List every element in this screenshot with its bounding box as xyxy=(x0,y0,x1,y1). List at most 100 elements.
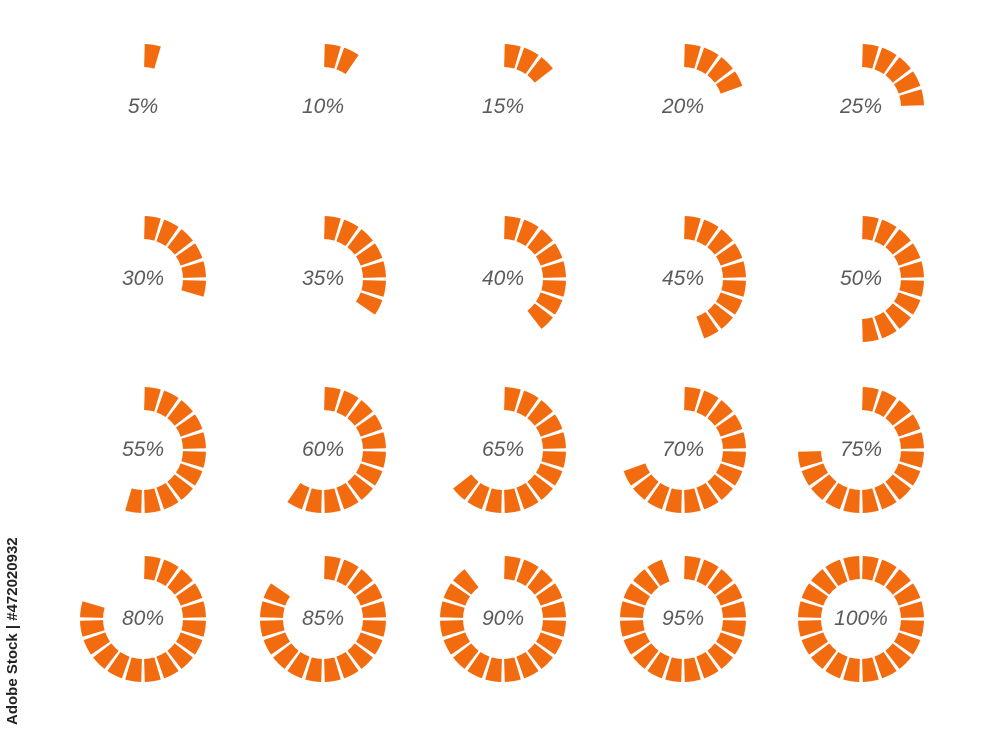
ring-segment xyxy=(443,583,470,606)
ring-segment xyxy=(361,280,386,297)
ring-segment xyxy=(504,488,521,513)
ring-segment xyxy=(176,414,203,437)
ring-segment xyxy=(885,400,911,426)
ring-segment xyxy=(356,414,383,437)
ring-segment xyxy=(894,632,921,655)
ring-segment xyxy=(874,312,897,339)
ring-segment xyxy=(336,559,359,586)
ring-segment xyxy=(623,463,650,486)
ring-segment xyxy=(721,280,746,297)
ring-segment xyxy=(536,583,563,606)
ring-segment xyxy=(707,303,733,329)
ring-segment xyxy=(716,583,743,606)
ring-segment xyxy=(336,483,359,510)
percent-label: 90% xyxy=(481,607,525,630)
ring-segment xyxy=(356,292,383,315)
ring-segment xyxy=(356,243,383,266)
ring-segment xyxy=(721,261,746,278)
ring-segment xyxy=(885,569,911,595)
percent-label: 70% xyxy=(661,438,705,461)
percent-label: 75% xyxy=(839,438,883,461)
ring-segment xyxy=(894,414,921,437)
ring-60 xyxy=(287,387,386,513)
ring-segment xyxy=(894,292,921,315)
ring-segment xyxy=(541,620,566,637)
ring-segment xyxy=(361,620,386,637)
ring-segment xyxy=(527,57,553,83)
ring-segment xyxy=(504,657,521,682)
ring-segment xyxy=(874,47,897,74)
ring-segment xyxy=(899,451,924,468)
ring-segment xyxy=(144,216,161,241)
ring-segment xyxy=(843,657,860,682)
ring-segment xyxy=(305,488,322,513)
ring-segment xyxy=(156,652,179,679)
ring-segment xyxy=(361,432,386,449)
ring-segment xyxy=(504,387,521,412)
ring-segment xyxy=(707,57,733,83)
percent-label: 40% xyxy=(481,267,525,290)
ring-segment xyxy=(862,657,879,682)
ring-segment xyxy=(336,219,359,246)
ring-segment xyxy=(862,317,879,342)
ring-segment xyxy=(707,229,733,255)
ring-segment xyxy=(874,483,897,510)
ring-segment xyxy=(721,601,746,618)
ring-segment xyxy=(361,261,386,278)
ring-segment xyxy=(144,556,161,581)
ring-segment xyxy=(80,601,105,618)
ring-segment xyxy=(485,488,502,513)
ring-segment xyxy=(516,390,539,417)
ring-segment xyxy=(287,483,310,510)
ring-segment xyxy=(347,400,373,426)
ring-segment xyxy=(336,390,359,417)
ring-segment xyxy=(899,89,924,106)
ring-segment xyxy=(899,601,924,618)
ring-segment xyxy=(885,474,911,500)
ring-segment xyxy=(862,488,879,513)
ring-segment xyxy=(467,652,490,679)
ring-segment xyxy=(181,261,206,278)
ring-segment xyxy=(260,601,285,618)
ring-segment xyxy=(536,632,563,655)
ring-segment xyxy=(684,387,701,412)
ring-segment xyxy=(273,643,299,669)
ring-segment xyxy=(707,569,733,595)
ring-segment xyxy=(263,632,290,655)
ring-segment xyxy=(516,219,539,246)
ring-segment xyxy=(263,583,290,606)
ring-segment xyxy=(696,47,719,74)
ring-segment xyxy=(721,432,746,449)
ring-55 xyxy=(125,387,206,513)
ring-segment xyxy=(125,657,142,682)
ring-segment xyxy=(504,216,521,241)
ring-segment xyxy=(167,569,193,595)
ring-segment xyxy=(356,632,383,655)
ring-segment xyxy=(181,601,206,618)
ring-segment xyxy=(324,216,341,241)
percent-label: 85% xyxy=(301,607,345,630)
ring-segment xyxy=(453,569,479,595)
ring-70 xyxy=(623,387,746,513)
ring-segment xyxy=(527,569,553,595)
ring-segment xyxy=(684,556,701,581)
ring-segment xyxy=(504,44,521,69)
ring-segment xyxy=(347,569,373,595)
ring-segment xyxy=(696,652,719,679)
ring-segment xyxy=(894,583,921,606)
percent-label: 50% xyxy=(839,267,883,290)
ring-segment xyxy=(716,463,743,486)
ring-segment xyxy=(623,583,650,606)
ring-segment xyxy=(144,387,161,412)
ring-segment xyxy=(356,463,383,486)
ring-segment xyxy=(80,620,105,637)
percent-label: 60% xyxy=(301,438,345,461)
ring-segment xyxy=(536,414,563,437)
percent-label: 10% xyxy=(301,95,345,118)
ring-segment xyxy=(696,219,719,246)
ring-segment xyxy=(696,312,719,339)
ring-segment xyxy=(633,474,659,500)
ring-segment xyxy=(260,620,285,637)
percent-label: 55% xyxy=(121,438,165,461)
